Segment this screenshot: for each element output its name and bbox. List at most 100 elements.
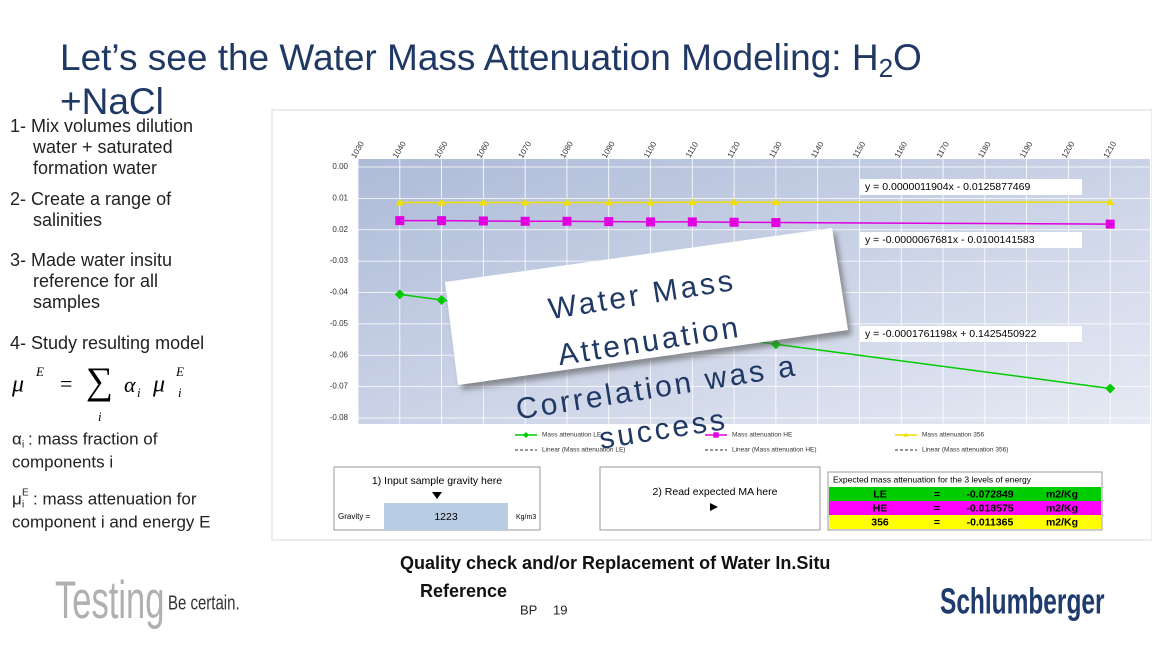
formula-part: μ xyxy=(11,372,24,398)
result-cell: HE xyxy=(873,502,888,514)
data-point xyxy=(903,432,909,437)
data-point xyxy=(771,198,780,206)
data-point xyxy=(479,198,488,206)
equation: y = 0.0000011904x - 0.0125877469 xyxy=(865,181,1030,193)
definition-symbol: μ xyxy=(12,489,22,508)
data-point xyxy=(730,198,739,206)
data-point xyxy=(604,198,613,206)
legend-label: Mass attenuation HE xyxy=(732,432,793,439)
y-tick-label: -0.05 xyxy=(330,319,349,328)
input-field xyxy=(384,503,508,530)
y-tick-label: -0.08 xyxy=(330,413,349,422)
data-point xyxy=(520,216,530,226)
logo-schlumberger: Schlumberger xyxy=(940,581,1105,622)
result-cell: -0.072849 xyxy=(966,488,1013,500)
formula-part: α xyxy=(124,372,136,397)
result-cell: = xyxy=(934,502,940,514)
result-cell: -0.018575 xyxy=(966,502,1013,514)
callout-box xyxy=(445,228,848,385)
result-cell: m2/Kg xyxy=(1046,502,1078,514)
legend-label: Mass attenuation LE xyxy=(542,432,602,439)
y-tick-label: -0.07 xyxy=(330,382,349,391)
result-cell: m2/Kg xyxy=(1046,516,1078,528)
legend-label: Mass attenuation 356 xyxy=(922,432,985,439)
formula-part: E xyxy=(175,364,184,379)
title-main: Let’s see the Water Mass Attenuation Mod… xyxy=(60,37,879,78)
data-point xyxy=(688,198,697,206)
slide-title-line2: +NaCl xyxy=(60,81,164,122)
data-point xyxy=(604,217,614,227)
logo-tagline: Be certain. xyxy=(168,591,240,614)
data-point xyxy=(1106,198,1115,206)
result-cell: = xyxy=(934,516,940,528)
formula-part: i xyxy=(178,385,182,400)
data-point xyxy=(523,432,529,438)
legend-label: Linear (Mass attenuation 356) xyxy=(922,447,1008,454)
y-tick-label: 0.00 xyxy=(332,162,348,171)
bullet-line: 3- Made water insitu xyxy=(10,250,172,270)
legend-label: Linear (Mass attenuation LE) xyxy=(542,447,625,454)
formula-part: μ xyxy=(152,372,165,398)
data-point xyxy=(1105,219,1115,229)
input-value: 1223 xyxy=(434,511,458,523)
result-cell: LE xyxy=(873,488,886,500)
data-point xyxy=(478,216,488,226)
definition-sub: i xyxy=(22,440,24,451)
result-row xyxy=(829,515,1101,529)
data-point xyxy=(437,198,446,206)
data-point xyxy=(562,198,571,206)
page-number: 19 xyxy=(553,602,567,617)
bullet-line: reference for all xyxy=(33,271,158,291)
slide-title: Let’s see the Water Mass Attenuation Mod… xyxy=(60,37,922,83)
result-row xyxy=(829,501,1101,515)
equation: y = -0.0000067681x - 0.0100141583 xyxy=(865,234,1035,246)
title-after: O xyxy=(893,37,922,78)
data-point xyxy=(521,198,530,206)
caption: Reference xyxy=(420,581,507,601)
y-tick-label: 0.02 xyxy=(332,225,348,234)
formula-part: i xyxy=(137,385,141,400)
formula-part: E xyxy=(35,364,44,379)
formula-part: ∑ xyxy=(86,361,113,403)
down-arrow xyxy=(432,492,442,499)
data-point xyxy=(646,198,655,206)
y-tick-label: -0.04 xyxy=(330,288,349,297)
result-cell: = xyxy=(934,488,940,500)
legend-label: Linear (Mass attenuation HE) xyxy=(732,447,817,454)
data-point xyxy=(729,217,739,227)
right-arrow xyxy=(710,503,718,511)
y-tick-label: 0.01 xyxy=(332,193,348,202)
bullet-line: 2- Create a range of xyxy=(10,189,172,209)
bullet-line: water + saturated xyxy=(32,137,173,157)
data-point xyxy=(437,216,447,226)
y-tick-label: -0.06 xyxy=(330,350,349,359)
data-point xyxy=(436,295,447,306)
definition-text: component i and energy E xyxy=(12,512,210,531)
formula-part: = xyxy=(60,371,72,396)
data-point xyxy=(395,216,405,226)
page-prefix: BP xyxy=(520,602,537,617)
formula-part: i xyxy=(98,409,102,424)
definition-symbol: α xyxy=(12,429,22,448)
data-point xyxy=(770,339,781,350)
bullet-line: salinities xyxy=(33,210,102,230)
input-label: Gravity = xyxy=(338,512,371,521)
bullet-line: 4- Study resulting model xyxy=(10,333,204,353)
bullet-line: 1- Mix volumes dilution xyxy=(10,116,193,136)
definition-text: : mass fraction of xyxy=(28,429,158,448)
equation: y = -0.0001761198x + 0.1425450922 xyxy=(865,328,1037,340)
definition-text: : mass attenuation for xyxy=(33,489,197,508)
definition-sup: E xyxy=(22,488,29,499)
input-title: 1) Input sample gravity here xyxy=(372,475,502,487)
legend-box xyxy=(494,426,1150,456)
bullet-line: formation water xyxy=(33,158,157,178)
logo-testing: Testing xyxy=(55,572,164,630)
data-point xyxy=(771,218,781,228)
data-point xyxy=(687,217,697,227)
equation-box xyxy=(860,326,1082,342)
caption: Quality check and/or Replacement of Wate… xyxy=(400,553,830,573)
data-point xyxy=(395,198,404,206)
bullet-line: samples xyxy=(33,292,100,312)
